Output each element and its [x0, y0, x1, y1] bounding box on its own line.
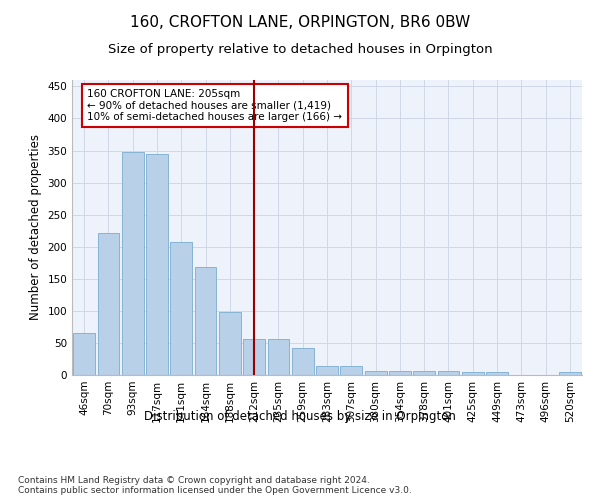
Bar [97, 232, 119, 375]
Bar [146, 154, 168, 375]
Text: 160 CROFTON LANE: 205sqm
← 90% of detached houses are smaller (1,419)
10% of sem: 160 CROFTON LANE: 205sqm ← 90% of detach… [88, 89, 342, 122]
Bar [486, 372, 508, 375]
Bar [462, 372, 484, 375]
Bar [73, 334, 95, 375]
Bar [316, 366, 338, 375]
Text: Size of property relative to detached houses in Orpington: Size of property relative to detached ho… [107, 42, 493, 56]
Bar [243, 339, 265, 375]
Bar [268, 339, 289, 375]
Bar [292, 348, 314, 375]
Bar [170, 242, 192, 375]
Text: Contains HM Land Registry data © Crown copyright and database right 2024.
Contai: Contains HM Land Registry data © Crown c… [18, 476, 412, 495]
Bar [340, 366, 362, 375]
Y-axis label: Number of detached properties: Number of detached properties [29, 134, 42, 320]
Bar [559, 372, 581, 375]
Bar [122, 152, 143, 375]
Text: Distribution of detached houses by size in Orpington: Distribution of detached houses by size … [144, 410, 456, 423]
Bar [413, 371, 435, 375]
Bar [219, 312, 241, 375]
Bar [389, 370, 411, 375]
Bar [437, 371, 460, 375]
Text: 160, CROFTON LANE, ORPINGTON, BR6 0BW: 160, CROFTON LANE, ORPINGTON, BR6 0BW [130, 15, 470, 30]
Bar [194, 268, 217, 375]
Bar [365, 370, 386, 375]
